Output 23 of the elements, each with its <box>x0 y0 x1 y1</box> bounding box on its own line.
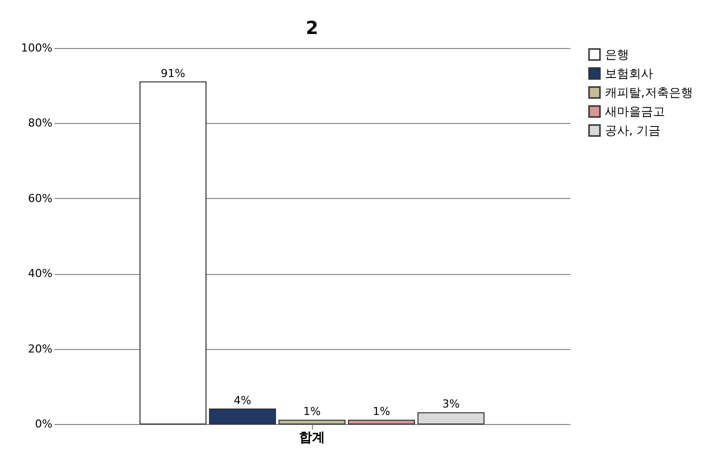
bar <box>348 420 416 424</box>
legend-label: 새마을금고 <box>605 104 665 118</box>
y-tick-label: 60% <box>28 192 52 205</box>
data-label: 91% <box>160 66 186 80</box>
bar <box>208 408 276 424</box>
bar <box>278 420 346 424</box>
y-tick-label: 80% <box>28 116 52 130</box>
y-tick-label: 20% <box>28 342 52 356</box>
y-tick-label: 100% <box>21 42 52 54</box>
legend-label: 공사, 기금 <box>605 124 661 138</box>
y-tick-label: 40% <box>28 267 52 280</box>
data-label: 4% <box>234 394 252 407</box>
y-tick-label: 0% <box>35 418 52 430</box>
data-label: 1% <box>372 405 390 418</box>
legend-label: 은행 <box>605 48 629 62</box>
bar <box>417 412 484 424</box>
chart-title: 2 <box>306 18 318 39</box>
bar <box>140 81 207 424</box>
data-label: 3% <box>442 398 460 411</box>
legend-label: 캐피탈,저축은행 <box>605 86 693 100</box>
data-label: 1% <box>303 405 321 418</box>
x-tick-label: 합계 <box>299 430 325 446</box>
legend-label: 보험회사 <box>605 66 653 80</box>
